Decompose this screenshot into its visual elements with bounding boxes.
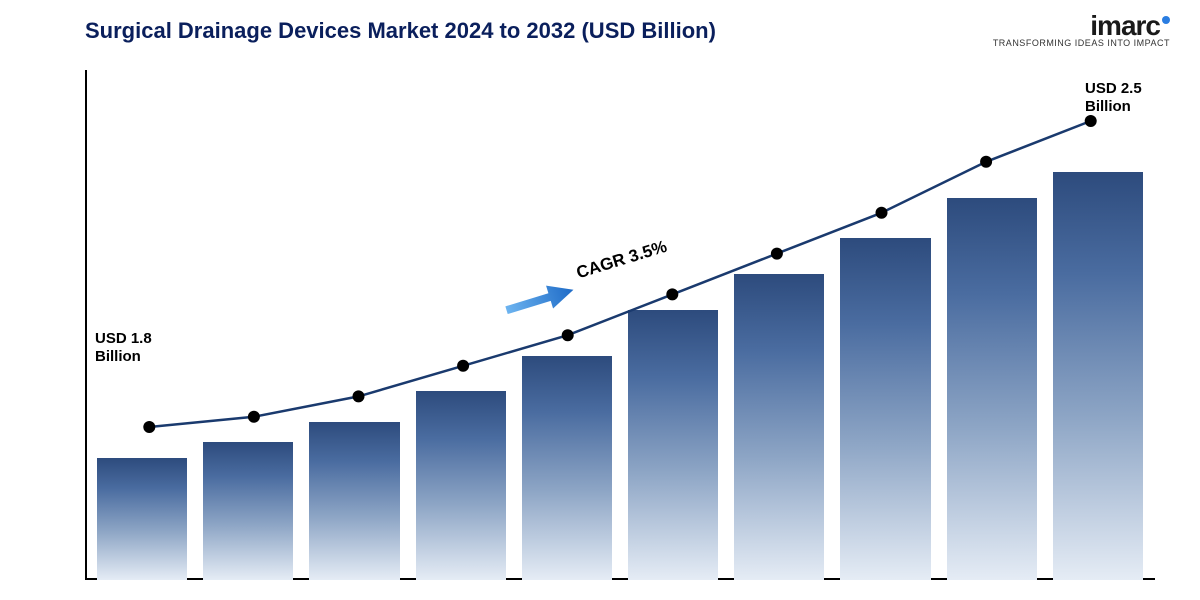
bar <box>203 442 293 580</box>
brand-logo: imarc TRANSFORMING IDEAS INTO IMPACT <box>993 10 1170 48</box>
bar <box>309 422 399 580</box>
bar <box>947 198 1037 581</box>
bar <box>628 310 718 580</box>
bar <box>522 356 612 580</box>
bar-group <box>85 70 1155 580</box>
bar <box>1053 172 1143 580</box>
logo-dot-icon <box>1162 16 1170 24</box>
chart-container: USD 1.8Billion USD 2.5Billion CAGR 3.5% <box>85 70 1155 580</box>
bar <box>97 458 187 580</box>
start-value-label: USD 1.8Billion <box>95 330 152 366</box>
logo-tagline: TRANSFORMING IDEAS INTO IMPACT <box>993 38 1170 48</box>
chart-title: Surgical Drainage Devices Market 2024 to… <box>85 18 716 44</box>
arrow-icon <box>500 280 580 320</box>
bar <box>840 238 930 580</box>
bar <box>416 391 506 580</box>
end-value-label: USD 2.5Billion <box>1085 80 1142 116</box>
bar <box>734 274 824 580</box>
